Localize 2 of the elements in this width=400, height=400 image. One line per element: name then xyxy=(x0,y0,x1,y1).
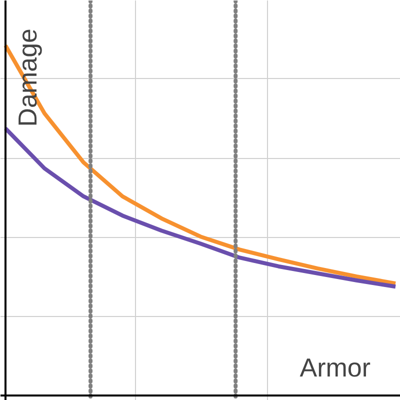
y-axis-title: Damage xyxy=(12,28,42,127)
x-axis-title: Armor xyxy=(300,352,371,382)
